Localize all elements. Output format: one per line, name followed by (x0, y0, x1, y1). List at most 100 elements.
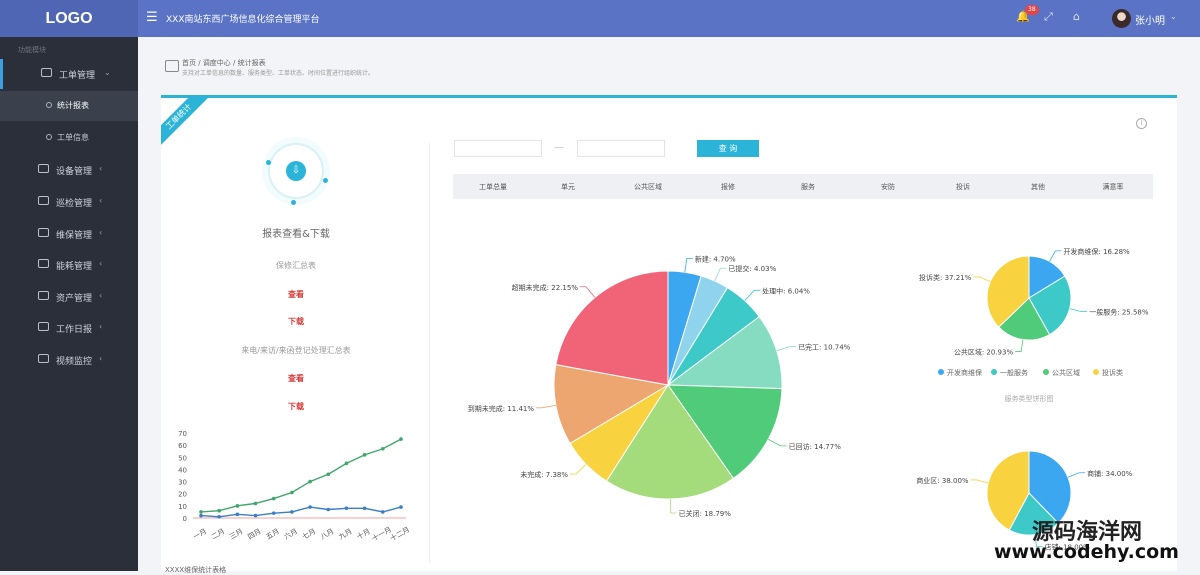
pie-slice-label: 已回访: 14.77% (789, 442, 842, 451)
start-date-input[interactable] (454, 140, 542, 157)
series-point (217, 514, 221, 519)
legend-swatch (991, 369, 997, 375)
pie-slice (553, 364, 670, 445)
building-icon (38, 259, 49, 268)
series-point (235, 512, 240, 517)
series-point (344, 461, 349, 466)
series-point (326, 472, 331, 477)
menu-toggle-icon[interactable]: ☰ (146, 10, 158, 25)
series-point (381, 446, 385, 451)
view-link-calls[interactable]: 查看 (288, 374, 304, 383)
pie-leader-line (684, 257, 693, 273)
sidebar-item-devices[interactable]: 设备管理 ‹ (0, 155, 138, 185)
series-point (308, 505, 312, 509)
x-tick-label: 七月 (301, 526, 318, 541)
download-link-calls[interactable]: 下载 (288, 402, 304, 411)
pie-slice-label: 商铺: 34.00% (1087, 469, 1133, 478)
chevron-down-icon[interactable]: ⌄ (1170, 12, 1177, 21)
pie-leader-line (768, 438, 787, 447)
sidebar-subitem-label: 工单信息 (57, 133, 89, 142)
circle-icon (46, 102, 52, 108)
chevron-left-icon: ‹ (99, 291, 103, 300)
pie-leader-line (776, 346, 797, 352)
pie-leader-line (1067, 472, 1086, 478)
sidebar-item-inspection[interactable]: 巡检管理 ‹ (0, 187, 138, 217)
info-icon[interactable]: i (1136, 118, 1147, 129)
pie-slice-label: 未完成: 7.38% (520, 470, 568, 479)
series-point (290, 490, 294, 495)
orbit-dot (323, 178, 328, 183)
fullscreen-icon[interactable]: ⤢ (1044, 10, 1053, 23)
end-date-input[interactable] (577, 140, 665, 157)
bottom-section-label: XXXX维保统计表格 (165, 566, 227, 574)
download-link-repair[interactable]: 下载 (288, 317, 304, 326)
pie-slice-label: 店铺: 18.00% (1045, 542, 1091, 551)
notification-badge: 38 (1025, 5, 1039, 15)
pie-leader-line (714, 267, 727, 282)
sidebar-item-label: 维保管理 (56, 231, 93, 241)
monthly-line-chart: 0 10 20 30 40 50 60 70 一月 二月 三月 四月 五月 六月 七月 八月 九月 十月 十一月十二… (178, 430, 411, 543)
report-icon (38, 322, 49, 331)
sidebar-item-video[interactable]: 视频监控 ‹ (0, 345, 138, 375)
chevron-left-icon: ‹ (99, 354, 103, 363)
sidebar-subitem-stats-report[interactable]: 统计报表 (0, 91, 138, 121)
pie-slice-label: 商业区: 38.00% (916, 476, 969, 485)
pie-leader-line (973, 276, 991, 282)
home-icon[interactable]: ⌂ (1073, 10, 1080, 23)
x-tick-label: 一月 (192, 527, 208, 541)
x-tick-label: 十月 (355, 526, 372, 541)
y-tick-label: 50 (178, 454, 187, 462)
sidebar-item-label: 工单管理 (59, 71, 96, 81)
sidebar-item-assets[interactable]: 资产管理 ‹ (0, 282, 138, 312)
sidebar-subitem-work-order-info[interactable]: 工单信息 (0, 123, 138, 153)
table-header-cell: 工单总量 (479, 183, 507, 191)
page-description: 支持对工单信息的数量、服务类型、工单状态、时间位置进行组织统计。 (182, 70, 375, 77)
breadcrumb[interactable]: 首页 / 调度中心 / 统计报表 (182, 59, 266, 67)
orbit-dot (291, 200, 296, 205)
query-button[interactable]: 查 询 (697, 140, 759, 157)
table-header-cell: 投诉 (956, 183, 970, 191)
pie-slice (1028, 275, 1072, 336)
pie-slice (667, 384, 783, 480)
pie-slice-label: 一般服务: 25.58% (1089, 308, 1149, 317)
date-separator: — (554, 142, 564, 153)
table-header-cell: 公共区域 (634, 183, 662, 191)
sidebar-item-maintenance[interactable]: 维保管理 ‹ (0, 219, 138, 249)
pie-slice-label: 处理中: 6.04% (762, 286, 810, 295)
sidebar-item-daily-report[interactable]: 工作日报 ‹ (0, 313, 138, 343)
chevron-left-icon: ‹ (99, 259, 103, 268)
sidebar-section-label: 功能模块 (18, 46, 46, 54)
avatar[interactable] (1112, 9, 1131, 28)
chevron-left-icon: ‹ (99, 228, 103, 237)
table-header-cell: 安防 (881, 183, 895, 191)
user-name[interactable]: 张小明 (1135, 16, 1165, 27)
series-point (253, 513, 258, 518)
pie-slice-label: 开发商维保: 16.28% (1063, 247, 1130, 256)
series-point (271, 511, 276, 515)
y-tick-label: 0 (183, 515, 187, 523)
x-tick-label: 八月 (319, 527, 335, 541)
sidebar-item-energy[interactable]: 能耗管理 ‹ (0, 250, 138, 280)
sidebar-item-work-order[interactable]: 工单管理 ⌄ (0, 59, 138, 89)
sidebar-item-label: 工作日报 (56, 325, 93, 335)
legend-label: 一般服务 (1000, 368, 1028, 377)
view-link-repair[interactable]: 查看 (288, 290, 304, 299)
pie-leader-line (579, 286, 596, 298)
stats-card: 工单统计 i ⇩ 报表查看&下载 保修汇总表 查看 下载 来电/来访/来函登记处… (161, 95, 1177, 571)
x-tick-label: 四月 (246, 527, 262, 541)
x-tick-label: 六月 (282, 526, 299, 541)
pie-slice-label: 新建: 4.70% (695, 254, 736, 263)
watermark-cn: 源码海洋网 (1032, 520, 1143, 545)
inspect-icon (38, 196, 49, 205)
series-point (271, 496, 276, 501)
watermark-url: www.codehy.com (994, 541, 1179, 563)
legend-swatch (938, 369, 944, 375)
pie-slice-label: 已关闭: 18.79% (679, 509, 732, 518)
corner-ribbon: 工单统计 (161, 98, 213, 151)
monitor-icon (165, 60, 179, 72)
download-icon: ⇩ (286, 161, 306, 181)
orbit-dot (266, 160, 271, 165)
x-tick-label: 九月 (337, 526, 354, 541)
pie-leader-line (744, 289, 761, 301)
pie-slice-label: 公共区域: 20.93% (954, 347, 1014, 356)
